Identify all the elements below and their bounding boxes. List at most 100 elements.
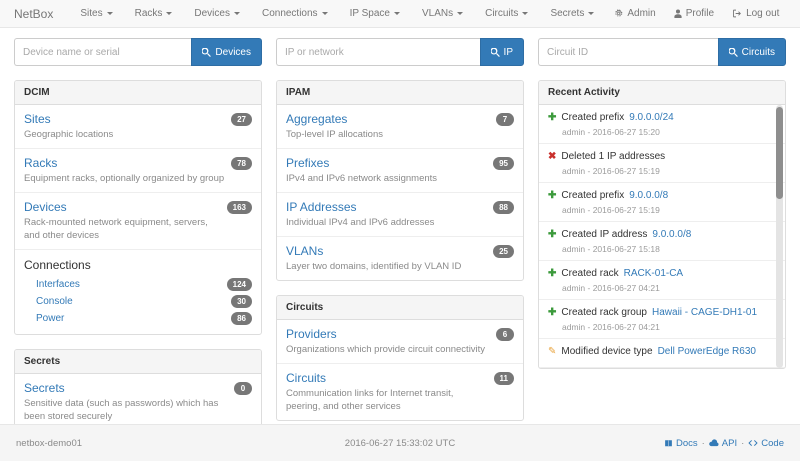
circuit-search-button-label: Circuits — [741, 46, 775, 58]
connections-count-console: 30 — [231, 295, 252, 308]
nav-item-ip-space[interactable]: IP Space — [339, 8, 411, 19]
device-search-input[interactable] — [14, 38, 192, 66]
activity-meta: admin - 2016-06-27 15:19 — [562, 166, 660, 176]
circuit-search-group: Circuits — [538, 38, 786, 66]
nav-item-vlans[interactable]: VLANs — [411, 8, 474, 19]
circuit-search-input[interactable] — [538, 38, 718, 66]
activity-item[interactable]: ✎ Modified device type Dell PowerEdge R6… — [539, 339, 785, 368]
dcim-desc-racks: Equipment racks, optionally organized by… — [24, 173, 225, 184]
column-activity: Circuits Recent Activity ✚ Created prefi… — [538, 38, 786, 445]
connections-heading: Connections — [24, 258, 91, 272]
circuits-link-providers[interactable]: Providers — [286, 327, 337, 341]
nav-label: VLANs — [421, 8, 454, 19]
nav-item-admin[interactable]: Admin — [605, 8, 664, 19]
list-item[interactable]: VLANs 25 Layer two domains, identified b… — [277, 237, 523, 280]
times-icon: ✖ — [548, 151, 557, 162]
column-ipam: IP IPAM Aggregates 7 Top-level IP alloca… — [276, 38, 524, 445]
list-item[interactable]: Circuits 11 Communication links for Inte… — [277, 364, 523, 420]
brand-logo[interactable]: NetBox — [14, 6, 54, 21]
activity-item[interactable]: ✚ Created rack RACK-01-CA admin - 2016-0… — [539, 261, 785, 300]
activity-action: Created rack group — [561, 307, 647, 318]
activity-scrollbar-track[interactable] — [776, 105, 783, 368]
dcim-link-sites[interactable]: Sites — [24, 112, 51, 126]
nav-item-devices[interactable]: Devices — [183, 8, 251, 19]
ip-search-group: IP — [276, 38, 524, 66]
activity-target-link[interactable]: 9.0.0.0/24 — [629, 112, 674, 123]
list-item[interactable]: Sites 27 Geographic locations — [15, 105, 261, 149]
nav-item-profile[interactable]: Profile — [665, 8, 723, 19]
list-item[interactable]: Secrets 0 Sensitive data (such as passwo… — [15, 374, 261, 430]
nav-item-sites[interactable]: Sites — [69, 8, 123, 19]
list-item[interactable]: Interfaces 124 — [36, 276, 252, 293]
activity-scroll-region[interactable]: ✚ Created prefix 9.0.0.0/24 admin - 2016… — [539, 105, 785, 368]
dcim-link-racks[interactable]: Racks — [24, 156, 58, 170]
nav-item-secrets[interactable]: Secrets — [539, 8, 605, 19]
list-item[interactable]: Console 30 — [36, 293, 252, 310]
ipam-link-ip-addresses[interactable]: IP Addresses — [286, 200, 357, 214]
list-item[interactable]: Devices 163 Rack-mounted network equipme… — [15, 193, 261, 250]
user-icon — [674, 9, 682, 18]
nav-item-logout[interactable]: Log out — [723, 8, 788, 19]
nav-item-racks[interactable]: Racks — [124, 8, 184, 19]
activity-item[interactable]: ✚ Created IP address 9.0.0.0/8 admin - 2… — [539, 222, 785, 261]
ipam-link-aggregates[interactable]: Aggregates — [286, 112, 348, 126]
chevron-down-icon — [321, 12, 328, 15]
circuits-desc-circuits: Communication links for Internet transit… — [286, 388, 454, 412]
activity-target-link[interactable]: Hawaii - CAGE-DH1-01 — [652, 307, 758, 318]
list-item[interactable]: Power 86 — [36, 310, 252, 327]
connections-count-power: 86 — [231, 312, 252, 325]
dcim-count-racks: 78 — [231, 157, 252, 170]
activity-target-link[interactable]: 9.0.0.0/8 — [629, 190, 669, 201]
nav-item-connections[interactable]: Connections — [251, 8, 339, 19]
activity-meta: admin - 2016-06-27 15:20 — [562, 127, 660, 137]
ipam-link-prefixes[interactable]: Prefixes — [286, 156, 330, 170]
circuits-link-circuits[interactable]: Circuits — [286, 371, 327, 385]
footer-link-code[interactable]: Code — [748, 438, 784, 449]
footer-link-code-label: Code — [761, 437, 784, 449]
circuits-count-providers: 6 — [496, 328, 514, 341]
page-footer: netbox-demo01 2016-06-27 15:33:02 UTC Do… — [0, 424, 800, 461]
footer-link-docs[interactable]: Docs — [664, 438, 698, 449]
activity-item[interactable]: ✚ Created prefix 9.0.0.0/24 admin - 2016… — [539, 105, 785, 144]
device-search-button[interactable]: Devices — [191, 38, 262, 66]
list-item[interactable]: Aggregates 7 Top-level IP allocations — [277, 105, 523, 149]
list-item[interactable]: Prefixes 95 IPv4 and IPv6 network assign… — [277, 149, 523, 193]
connections-link-power[interactable]: Power — [36, 313, 65, 324]
activity-scrollbar-thumb[interactable] — [776, 107, 783, 199]
circuits-desc-providers: Organizations which provide circuit conn… — [286, 344, 486, 355]
list-item[interactable]: Providers 6 Organizations which provide … — [277, 320, 523, 364]
ip-search-button[interactable]: IP — [479, 38, 524, 66]
activity-item[interactable]: ✖ Deleted 1 IP addresses admin - 2016-06… — [539, 144, 785, 183]
dcim-desc-sites: Geographic locations — [24, 129, 114, 140]
panel-recent-activity: Recent Activity ✚ Created prefix 9.0.0.0… — [538, 80, 786, 369]
activity-action: Created prefix — [561, 190, 625, 201]
chevron-down-icon — [393, 12, 400, 15]
dcim-link-devices[interactable]: Devices — [24, 200, 67, 214]
ip-search-input[interactable] — [276, 38, 480, 66]
main-nav: Sites Racks Devices Connections IP Space… — [69, 8, 605, 19]
dcim-desc-devices: Rack-mounted network equipment, servers,… — [24, 217, 208, 241]
footer-separator: · — [701, 437, 705, 449]
connections-link-interfaces[interactable]: Interfaces — [36, 279, 80, 290]
chevron-down-icon — [106, 12, 113, 15]
cloud-icon — [708, 439, 719, 447]
list-item[interactable]: Racks 78 Equipment racks, optionally org… — [15, 149, 261, 193]
footer-link-api[interactable]: API — [708, 438, 737, 449]
activity-item[interactable]: ✚ Created rack group Hawaii - CAGE-DH1-0… — [539, 300, 785, 339]
column-dcim: Devices DCIM Sites 27 Geographic locatio… — [14, 38, 262, 445]
nav-item-circuits[interactable]: Circuits — [474, 8, 539, 19]
circuit-search-button[interactable]: Circuits — [717, 38, 786, 66]
activity-target-link[interactable]: RACK-01-CA — [623, 268, 684, 279]
pencil-icon: ✎ — [548, 346, 557, 357]
secrets-desc-secrets: Sensitive data (such as passwords) which… — [24, 398, 219, 422]
activity-item[interactable]: ✚ Created prefix 9.0.0.0/8 admin - 2016-… — [539, 183, 785, 222]
list-item[interactable]: IP Addresses 88 Individual IPv4 and IPv6… — [277, 193, 523, 237]
secrets-link-secrets[interactable]: Secrets — [24, 381, 65, 395]
plus-icon: ✚ — [548, 190, 557, 201]
ipam-link-vlans[interactable]: VLANs — [286, 244, 324, 258]
gear-icon — [614, 9, 623, 18]
connections-link-console[interactable]: Console — [36, 296, 73, 307]
activity-target-link[interactable]: Dell PowerEdge R630 — [657, 346, 756, 357]
activity-target-link[interactable]: 9.0.0.0/8 — [652, 229, 692, 240]
chevron-down-icon — [457, 12, 464, 15]
